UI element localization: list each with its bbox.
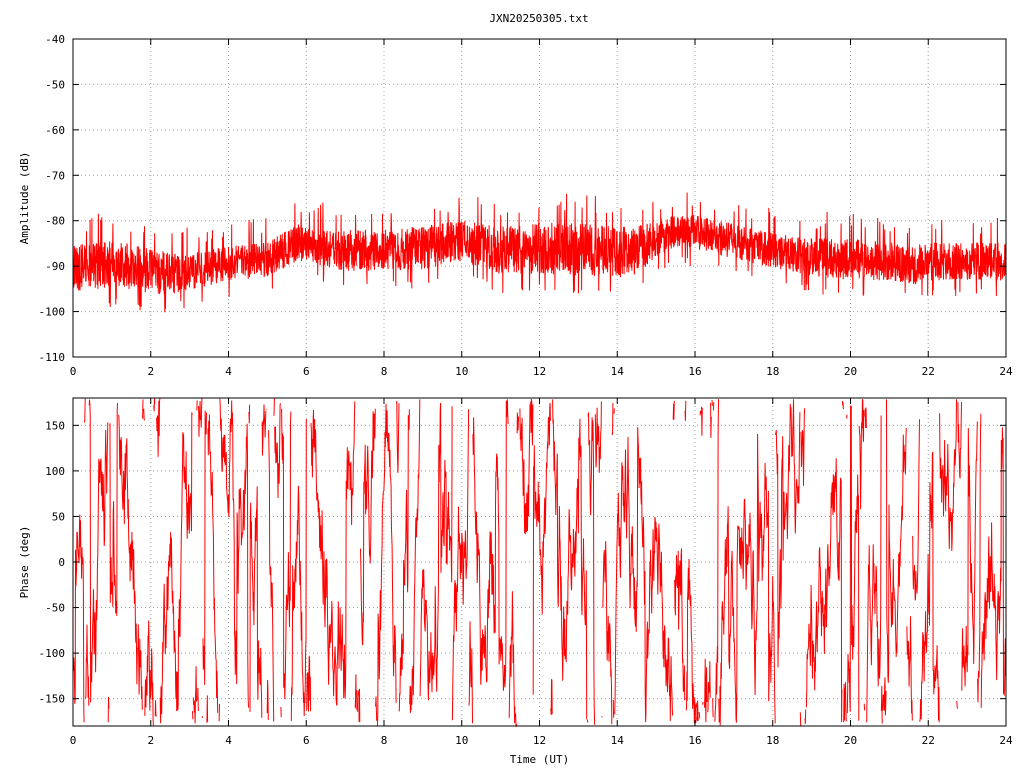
phase-x-tick-label: 4: [225, 734, 232, 747]
amplitude-x-tick-label: 20: [844, 365, 857, 378]
phase-plot-frame: [72, 397, 1007, 727]
amplitude-x-tick-label: 0: [70, 365, 77, 378]
amplitude-x-tick-label: 10: [455, 365, 468, 378]
phase-x-tick-label: 18: [766, 734, 779, 747]
figure-title: JXN20250305.txt: [489, 12, 588, 25]
amplitude-series: [72, 192, 1007, 313]
phase-x-tick-label: 14: [611, 734, 625, 747]
amplitude-y-tick-label: -80: [45, 215, 65, 228]
amplitude-y-tick-label: -90: [45, 260, 65, 273]
amplitude-y-tick-label: -40: [45, 33, 65, 46]
amplitude-y-tick-label: -110: [39, 351, 66, 364]
phase-x-tick-label: 12: [533, 734, 546, 747]
phase-panel: 0 2 4 6 8 10 12 14 16 18 20 22 24-150-100-5005010015…: [18, 397, 1013, 766]
phase-x-tick-label: 10: [455, 734, 468, 747]
amplitude-y-axis-label: Amplitude (dB): [18, 152, 31, 245]
amplitude-grid: [73, 39, 1006, 357]
phase-x-tick-label: 2: [147, 734, 154, 747]
phase-y-tick-label: 150: [45, 419, 65, 432]
amplitude-x-tick-label: 2: [147, 365, 154, 378]
amplitude-x-tick-label: 16: [688, 365, 701, 378]
phase-y-tick-label: -100: [39, 647, 66, 660]
amplitude-x-tick-label: 6: [303, 365, 310, 378]
amplitude-x-tick-label: 8: [381, 365, 388, 378]
phase-y-tick-label: -50: [45, 602, 65, 615]
amplitude-x-tick-label: 24: [999, 365, 1013, 378]
amplitude-y-tick-label: -70: [45, 169, 65, 182]
phase-x-axis-label: Time (UT): [510, 753, 570, 766]
amplitude-x-tick-label: 12: [533, 365, 546, 378]
phase-x-tick-label: 24: [999, 734, 1013, 747]
phase-x-tick-label: 8: [381, 734, 388, 747]
amplitude-y-tick-label: -60: [45, 124, 65, 137]
phase-ticks: 0 2 4 6 8 10 12 14 16 18 20 22 24-150-100-5005010015…: [39, 398, 1013, 747]
phase-y-tick-label: -150: [39, 693, 66, 706]
amplitude-x-tick-label: 14: [611, 365, 625, 378]
phase-series-line: [72, 398, 1007, 728]
phase-x-tick-label: 22: [922, 734, 935, 747]
phase-x-tick-label: 6: [303, 734, 310, 747]
amplitude-y-tick-label: -50: [45, 78, 65, 91]
amplitude-ticks: 0 2 4 6 8 10 12 14 16 18 20 22 24-110-100-90-80-70-6…: [39, 33, 1013, 378]
phase-x-tick-label: 16: [688, 734, 701, 747]
amplitude-y-tick-label: -100: [39, 306, 66, 319]
phase-y-tick-label: 0: [58, 556, 65, 569]
phase-x-tick-label: 0: [70, 734, 77, 747]
phase-series: [72, 398, 1007, 728]
amplitude-plot-frame: [72, 38, 1007, 358]
phase-x-tick-label: 20: [844, 734, 857, 747]
phase-y-axis-label: Phase (deg): [18, 526, 31, 599]
amplitude-series-line: [72, 192, 1007, 313]
amplitude-x-tick-label: 18: [766, 365, 779, 378]
amplitude-panel: 0 2 4 6 8 10 12 14 16 18 20 22 24-110-100-90-80-70-6…: [18, 33, 1013, 378]
amplitude-x-tick-label: 22: [922, 365, 935, 378]
phase-y-tick-label: 100: [45, 465, 65, 478]
phase-y-tick-label: 50: [52, 510, 65, 523]
amplitude-x-tick-label: 4: [225, 365, 232, 378]
